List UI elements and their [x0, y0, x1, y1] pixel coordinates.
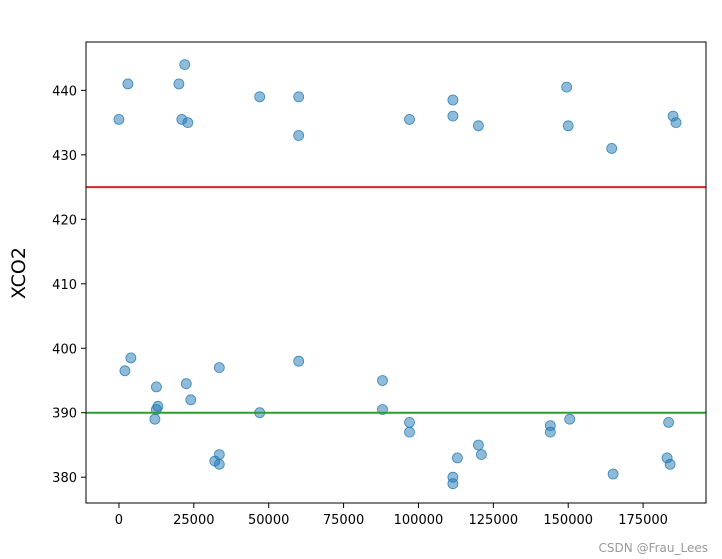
data-point — [607, 468, 619, 480]
data-point — [404, 416, 415, 428]
y-tick-label: 430 — [52, 149, 77, 164]
data-point — [447, 478, 459, 490]
x-tick-label: 125000 — [469, 513, 519, 528]
data-point — [180, 378, 192, 390]
data-point — [561, 81, 573, 93]
x-tick-label: 75000 — [323, 513, 364, 528]
data-point — [185, 394, 197, 406]
data-point — [606, 142, 618, 154]
y-tick-label: 420 — [52, 213, 77, 228]
data-point — [447, 94, 459, 106]
data-point — [564, 413, 576, 425]
data-point — [663, 416, 674, 428]
data-point — [562, 120, 574, 132]
y-axis-label: XCO2 — [8, 247, 30, 299]
data-point — [670, 117, 682, 128]
plot-frame — [85, 41, 707, 504]
data-point — [447, 110, 459, 122]
data-point — [254, 91, 266, 103]
data-point — [544, 426, 556, 438]
data-point — [150, 381, 162, 393]
data-point — [182, 117, 194, 128]
data-point — [472, 120, 484, 132]
data-point — [125, 352, 137, 364]
data-point — [149, 413, 161, 425]
x-axis: 0 25000 50000 75000 100000 125000 150000 175000 — [115, 503, 668, 528]
data-point — [404, 426, 415, 438]
data-point — [179, 59, 191, 70]
x-tick-label: 50000 — [248, 513, 289, 528]
data-point — [119, 365, 131, 377]
data-point — [293, 355, 305, 367]
x-tick-label: 100000 — [394, 513, 444, 528]
data-point — [213, 362, 225, 374]
data-point — [472, 439, 484, 451]
watermark: CSDN @Frau_Lees — [598, 541, 708, 555]
y-axis: 380 390 400 410 420 430 440 — [52, 84, 86, 486]
x-tick-label: 25000 — [173, 513, 214, 528]
reference-lines — [86, 186, 706, 414]
data-point — [173, 78, 185, 90]
data-point — [377, 375, 388, 386]
x-tick-label: 175000 — [618, 513, 668, 528]
data-point — [122, 78, 134, 90]
y-tick-label: 410 — [52, 278, 77, 293]
scatter-points — [113, 59, 682, 490]
data-point — [209, 455, 221, 467]
data-point — [293, 91, 305, 103]
y-tick-label: 440 — [52, 84, 77, 99]
data-point — [404, 114, 415, 125]
y-tick-label: 380 — [52, 471, 77, 486]
y-tick-label: 400 — [52, 342, 77, 357]
x-tick-label: 0 — [115, 513, 123, 528]
data-point — [152, 400, 164, 412]
x-tick-label: 150000 — [543, 513, 593, 528]
data-point — [475, 449, 487, 461]
y-tick-label: 390 — [52, 407, 77, 422]
data-point — [664, 458, 676, 470]
data-point — [113, 114, 125, 125]
data-point — [451, 452, 463, 464]
data-point — [293, 130, 305, 141]
